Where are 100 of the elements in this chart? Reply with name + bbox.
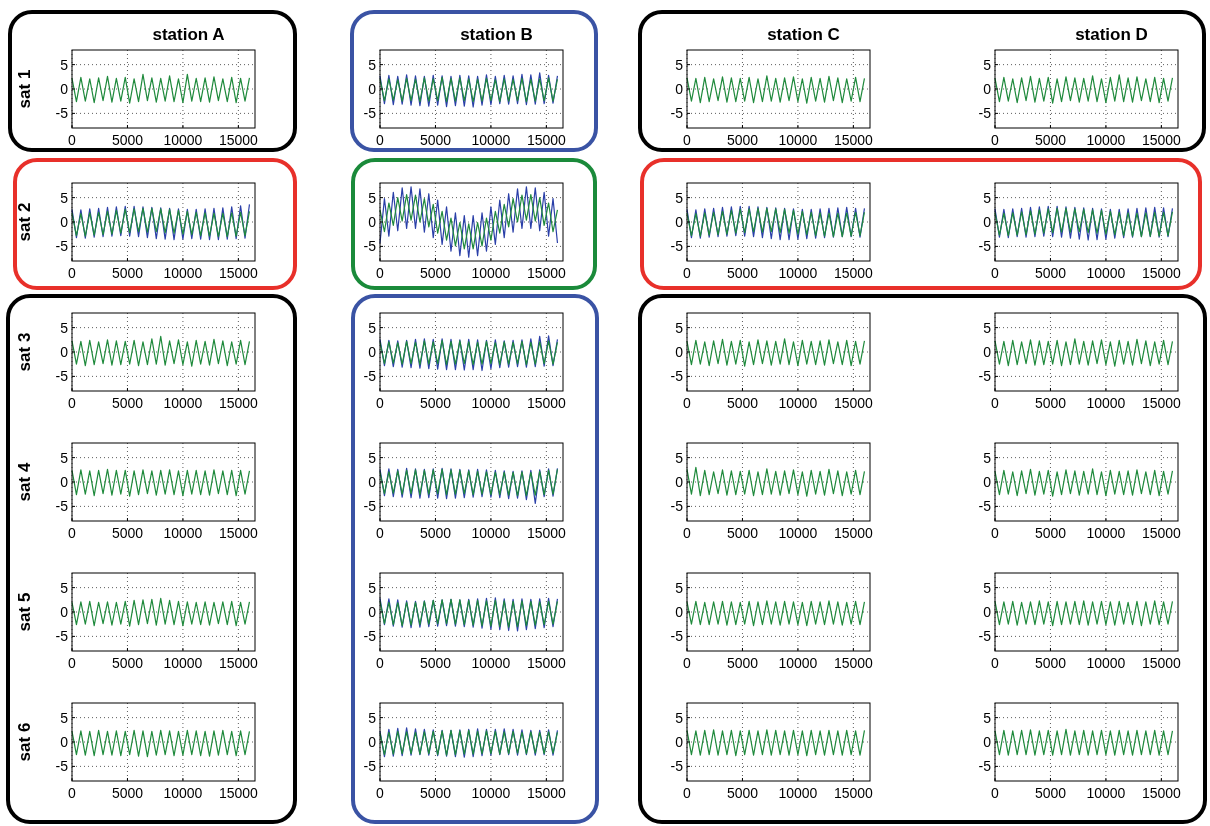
y-tick-label: -5	[363, 105, 377, 122]
y-tick-label: 0	[60, 734, 69, 750]
x-tick-label: 10000	[163, 525, 203, 541]
y-tick-label: 5	[675, 449, 684, 466]
line-series	[379, 186, 559, 258]
y-tick-label: 0	[368, 344, 377, 360]
x-tick-label: 15000	[526, 395, 567, 411]
line-series	[994, 728, 1174, 756]
line-series	[71, 335, 251, 367]
line-series	[71, 468, 251, 497]
y-tick-label: 0	[983, 734, 992, 750]
x-tick-label: 15000	[526, 525, 567, 541]
x-tick-label: 10000	[778, 265, 818, 281]
x-tick-label: 5000	[111, 785, 144, 801]
x-tick-label: 15000	[218, 655, 259, 671]
x-tick-label: 5000	[1034, 785, 1067, 801]
y-tick-label: 5	[675, 189, 684, 206]
x-tick-label: 10000	[471, 525, 511, 541]
x-tick-label: 10000	[1086, 265, 1126, 281]
y-tick-label: -5	[363, 368, 377, 385]
x-tick-label: 15000	[1141, 655, 1182, 671]
x-tick-label: 5000	[111, 395, 144, 411]
y-tick-label: 5	[60, 449, 69, 466]
y-tick-label: 5	[368, 449, 377, 466]
x-tick-label: 5000	[1034, 525, 1067, 541]
x-tick-label: 15000	[218, 785, 259, 801]
x-tick-label: 15000	[1141, 525, 1182, 541]
y-tick-label: 5	[983, 56, 992, 73]
x-tick-label: 15000	[218, 132, 259, 148]
y-tick-label: 0	[983, 474, 992, 490]
line-series	[994, 468, 1174, 497]
x-tick-label: 10000	[163, 655, 203, 671]
x-tick-label: 10000	[1086, 525, 1126, 541]
line-series	[71, 73, 251, 104]
x-tick-label: 10000	[778, 525, 818, 541]
line-series	[994, 74, 1174, 104]
y-tick-label: 5	[675, 709, 684, 726]
x-tick-label: 10000	[163, 785, 203, 801]
x-tick-label: 5000	[726, 525, 759, 541]
y-tick-label: -5	[55, 628, 69, 645]
y-tick-label: 5	[60, 56, 69, 73]
x-tick-label: 5000	[726, 785, 759, 801]
y-tick-label: 5	[60, 189, 69, 206]
line-series	[379, 468, 559, 497]
x-tick-label: 5000	[419, 655, 452, 671]
y-tick-label: 5	[60, 709, 69, 726]
y-tick-label: 0	[983, 214, 992, 230]
x-tick-label: 5000	[419, 785, 452, 801]
y-tick-label: 5	[60, 319, 69, 336]
x-tick-label: 15000	[218, 395, 259, 411]
y-tick-label: 5	[983, 579, 992, 596]
x-tick-label: 15000	[833, 395, 874, 411]
y-tick-label: 5	[983, 189, 992, 206]
x-tick-label: 15000	[833, 655, 874, 671]
x-tick-label: 15000	[526, 132, 567, 148]
x-tick-label: 5000	[111, 655, 144, 671]
y-tick-label: -5	[978, 628, 992, 645]
y-tick-label: 0	[983, 344, 992, 360]
x-tick-label: 10000	[471, 132, 511, 148]
y-axis-title: sat 2	[15, 202, 34, 242]
y-tick-label: -5	[363, 758, 377, 775]
y-axis-title: sat 6	[15, 722, 34, 762]
y-tick-label: 5	[675, 319, 684, 336]
y-axis-title: sat 3	[15, 332, 34, 372]
y-tick-label: -5	[670, 758, 684, 775]
y-tick-label: 0	[60, 214, 69, 230]
x-tick-label: 10000	[471, 785, 511, 801]
x-tick-label: 10000	[471, 395, 511, 411]
x-tick-label: 15000	[1141, 785, 1182, 801]
y-tick-label: -5	[55, 498, 69, 515]
y-tick-label: 0	[675, 604, 684, 620]
x-tick-label: 15000	[218, 525, 259, 541]
chart-title: station D	[1075, 25, 1148, 44]
y-tick-label: 0	[60, 344, 69, 360]
y-tick-label: 0	[675, 734, 684, 750]
y-tick-label: 0	[675, 344, 684, 360]
x-tick-label: 10000	[778, 785, 818, 801]
y-tick-label: -5	[978, 368, 992, 385]
chart-title: station B	[460, 25, 533, 44]
x-tick-label: 15000	[1141, 395, 1182, 411]
y-tick-label: 5	[368, 579, 377, 596]
y-tick-label: 5	[675, 579, 684, 596]
y-tick-label: 5	[368, 189, 377, 206]
x-tick-label: 5000	[1034, 395, 1067, 411]
x-tick-label: 5000	[726, 265, 759, 281]
x-tick-label: 5000	[111, 525, 144, 541]
x-tick-label: 10000	[163, 395, 203, 411]
y-tick-label: 5	[368, 709, 377, 726]
x-tick-label: 5000	[726, 395, 759, 411]
y-tick-label: -5	[978, 105, 992, 122]
x-tick-label: 5000	[1034, 265, 1067, 281]
x-tick-label: 10000	[1086, 655, 1126, 671]
x-tick-label: 15000	[526, 265, 567, 281]
x-tick-label: 5000	[1034, 132, 1067, 148]
y-tick-label: -5	[55, 238, 69, 255]
x-tick-label: 15000	[218, 265, 259, 281]
y-tick-label: -5	[978, 758, 992, 775]
y-tick-label: 0	[675, 81, 684, 97]
x-tick-label: 5000	[726, 132, 759, 148]
x-tick-label: 10000	[1086, 132, 1126, 148]
